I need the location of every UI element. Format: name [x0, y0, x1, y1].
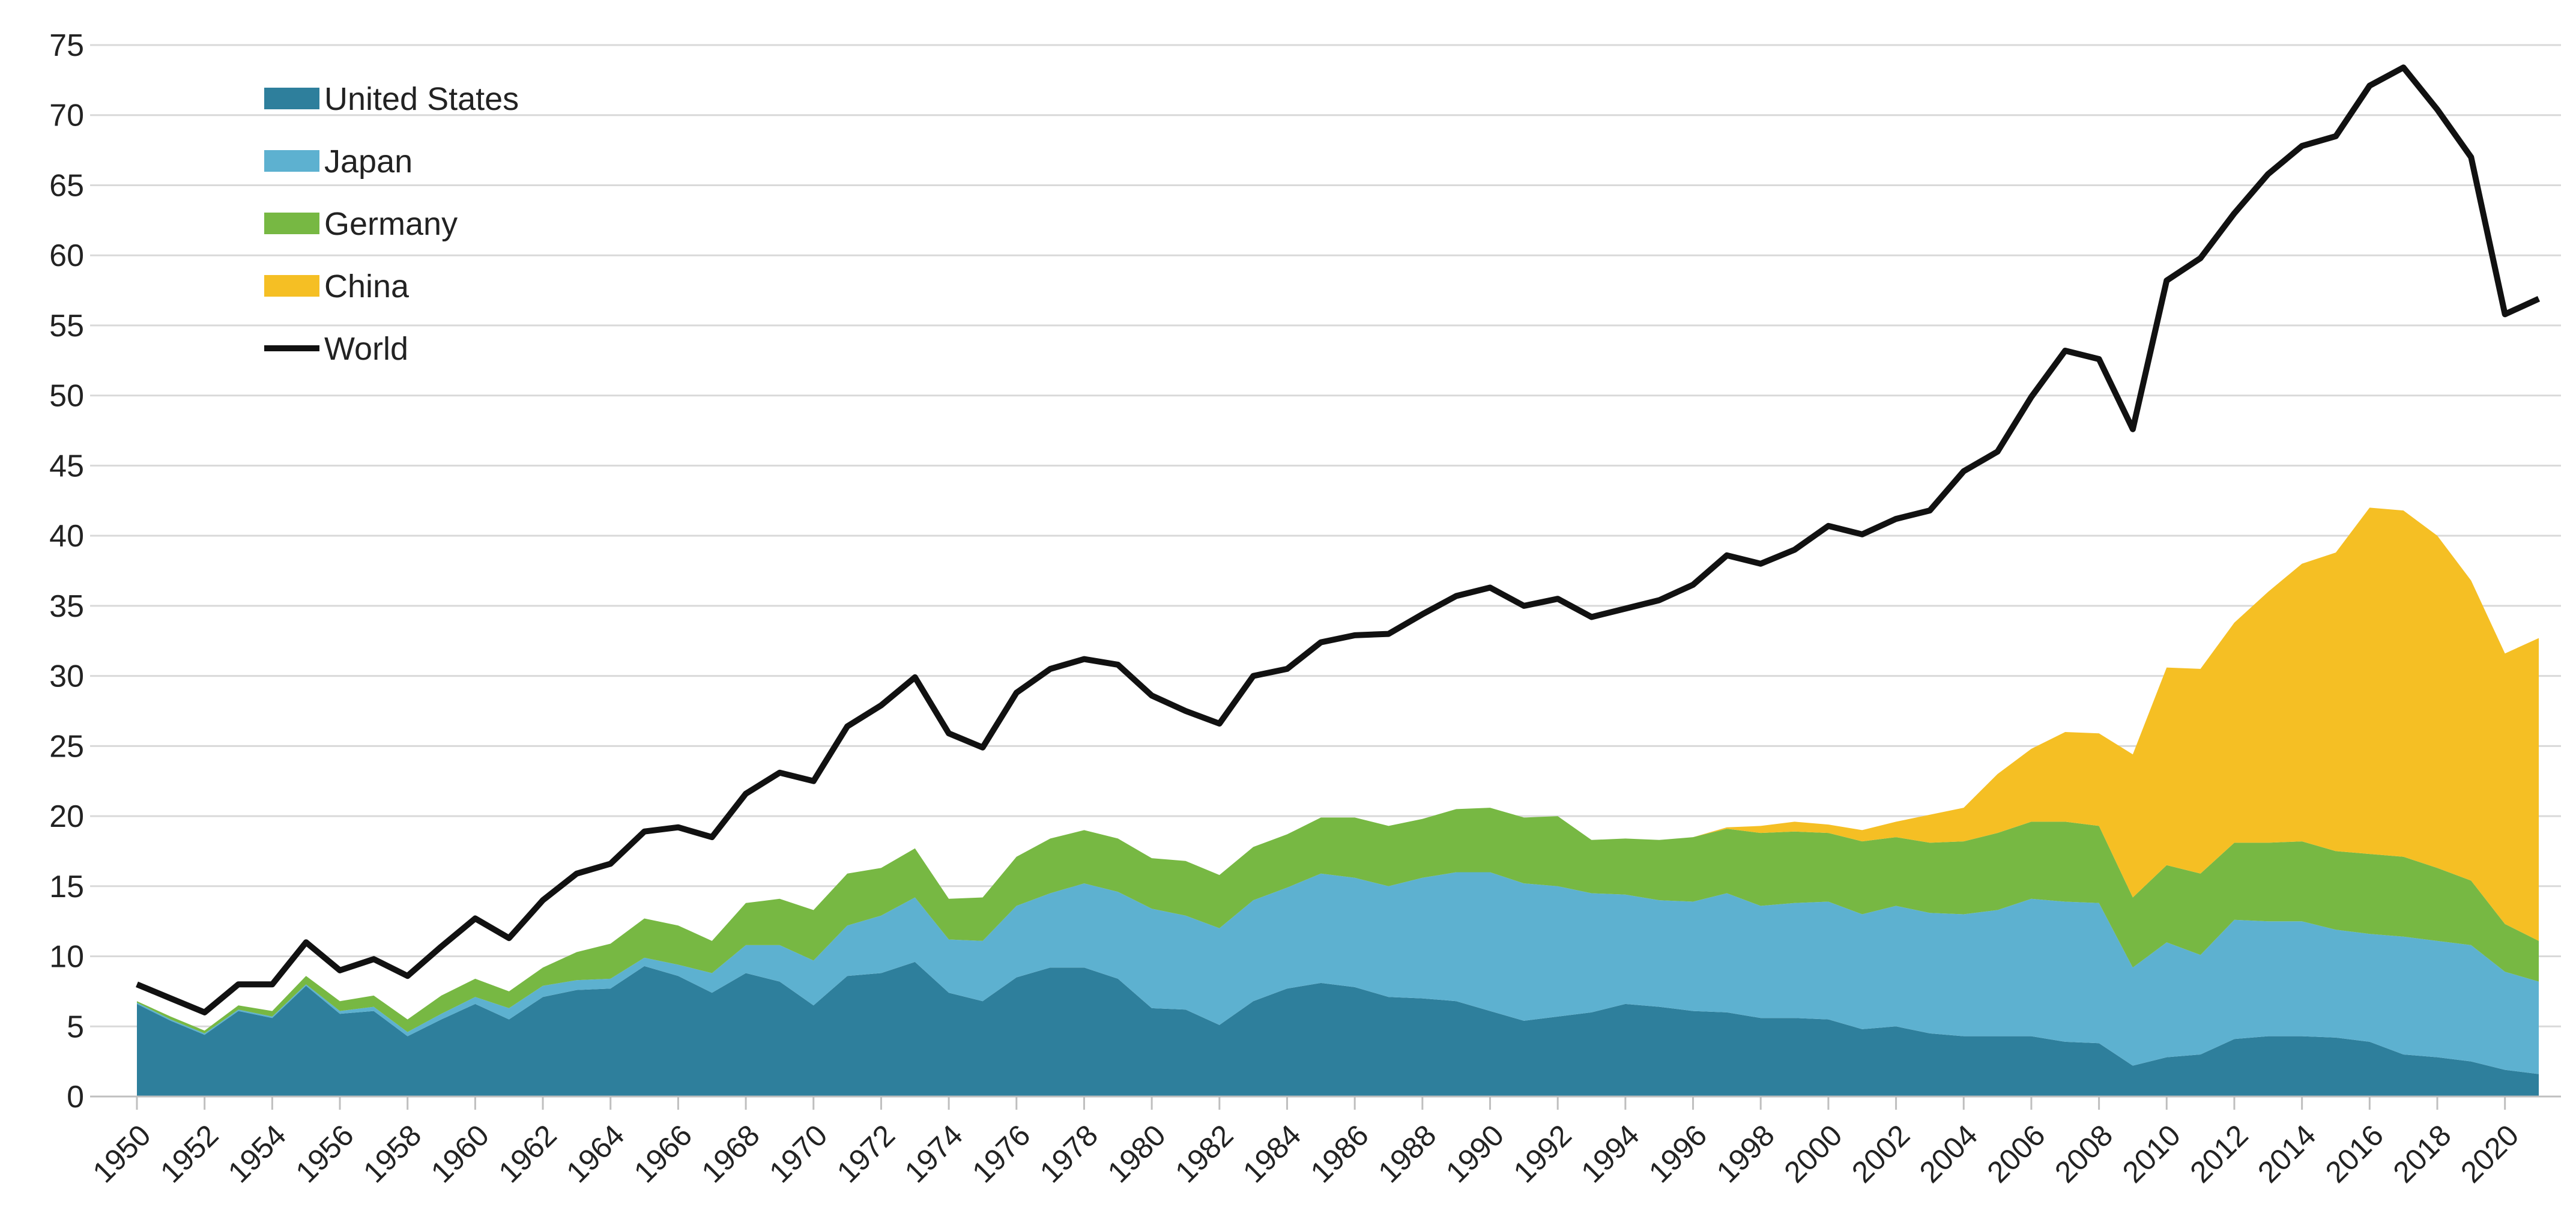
legend-label: Japan [324, 144, 413, 180]
y-tick-label: 70 [49, 98, 84, 133]
legend-item-japan: Japan [264, 144, 413, 180]
x-tick-label: 1982 [1169, 1118, 1239, 1189]
x-tick-label: 2016 [2319, 1118, 2390, 1189]
area-japan [137, 872, 2539, 1074]
x-tick-label: 2010 [2116, 1118, 2187, 1189]
x-tick-label: 1952 [154, 1118, 225, 1189]
x-tick-label: 1976 [966, 1118, 1036, 1189]
legend-item-china: China [264, 268, 410, 304]
legend: United States Japan Germany China World [264, 81, 519, 367]
x-tick-label: 1980 [1101, 1118, 1172, 1189]
x-tick-label: 2020 [2454, 1118, 2525, 1189]
x-tick-label: 1974 [898, 1118, 969, 1189]
x-tick-label: 1986 [1304, 1118, 1375, 1189]
x-tick-label: 2006 [1980, 1118, 2051, 1189]
x-tick-label: 1962 [492, 1118, 563, 1189]
x-tick-label: 2000 [1777, 1118, 1848, 1189]
legend-swatch [264, 275, 319, 297]
x-tick-label: 1992 [1507, 1118, 1578, 1189]
x-tick-label: 2012 [2183, 1118, 2254, 1189]
x-tick-label: 1996 [1642, 1118, 1713, 1189]
x-tick-label: 1998 [1710, 1118, 1781, 1189]
y-tick-label: 40 [49, 519, 84, 554]
x-tick-label: 1990 [1439, 1118, 1510, 1189]
x-tick-label: 2002 [1845, 1118, 1916, 1189]
x-tick-label: 2018 [2387, 1118, 2458, 1189]
world-line-layer [136, 64, 2541, 1015]
legend-item-united-states: United States [264, 81, 519, 117]
x-tick-label: 1970 [763, 1118, 833, 1189]
x-tick-label: 1960 [425, 1118, 495, 1189]
legend-label: Germany [324, 206, 458, 242]
legend-label: United States [324, 81, 519, 117]
area-china [137, 507, 2539, 1031]
legend-item-world: World [264, 331, 408, 367]
x-tick-label: 2008 [2048, 1118, 2119, 1189]
x-tick-label: 1964 [560, 1118, 630, 1189]
line-world [136, 64, 2541, 1015]
x-tick-label: 1984 [1236, 1118, 1307, 1189]
y-tick-label: 20 [49, 799, 84, 834]
y-tick-label: 25 [49, 729, 84, 764]
x-tick-label: 1988 [1371, 1118, 1442, 1189]
legend-label: World [324, 331, 408, 367]
y-tick-label: 55 [49, 309, 84, 343]
legend-swatch [264, 213, 319, 234]
legend-swatch [264, 150, 319, 172]
x-tick-label: 1968 [695, 1118, 766, 1189]
area-germany [137, 808, 2539, 1033]
y-tick-label: 65 [49, 168, 84, 203]
gridlines [90, 44, 2561, 1027]
y-tick-label: 35 [49, 589, 84, 624]
x-tick-label: 1956 [289, 1118, 360, 1189]
x-tick-label: 2014 [2251, 1118, 2322, 1189]
y-tick-label: 5 [67, 1009, 84, 1044]
legend-swatch [264, 88, 319, 109]
y-tick-label: 75 [49, 28, 84, 63]
legend-label: China [324, 268, 410, 304]
x-tick-label: 1950 [86, 1118, 157, 1189]
area-united-states [137, 961, 2539, 1097]
y-tick-label: 10 [49, 940, 84, 975]
x-tick-label: 1972 [830, 1118, 901, 1189]
stacked-areas [137, 507, 2539, 1097]
x-tick-label: 2004 [1913, 1118, 1984, 1189]
x-tick-label: 1978 [1033, 1118, 1104, 1189]
x-tick-label: 1994 [1574, 1118, 1645, 1189]
y-tick-label: 60 [49, 238, 84, 273]
x-tick-label: 1954 [222, 1118, 292, 1189]
y-tick-label: 0 [67, 1080, 84, 1115]
y-tick-label: 15 [49, 870, 84, 904]
x-tick-label: 1966 [627, 1118, 698, 1189]
y-tick-label: 45 [49, 449, 84, 483]
y-tick-label: 50 [49, 379, 84, 414]
legend-item-germany: Germany [264, 206, 458, 242]
y-tick-label: 30 [49, 659, 84, 694]
x-tick-label: 1958 [357, 1118, 428, 1189]
